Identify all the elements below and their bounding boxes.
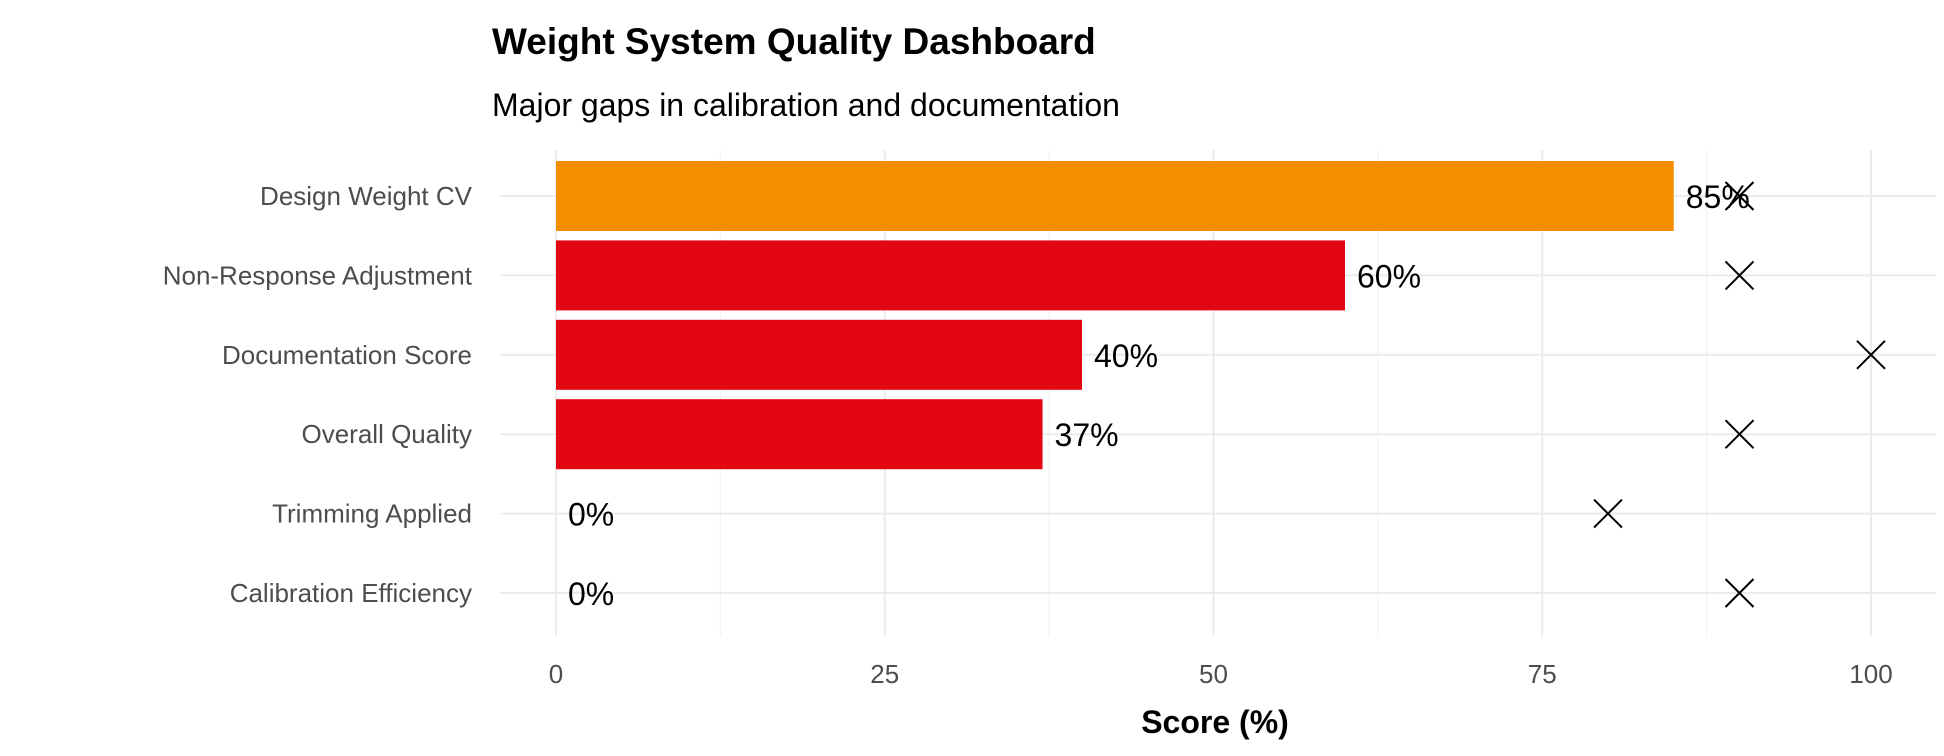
target-marker bbox=[1856, 340, 1886, 370]
x-tick-label: 50 bbox=[1199, 659, 1228, 689]
target-marker bbox=[1724, 419, 1755, 449]
target-markers bbox=[1593, 181, 1886, 608]
bar bbox=[556, 319, 1082, 390]
y-tick-label: Calibration Efficiency bbox=[230, 578, 472, 608]
data-label: 60% bbox=[1357, 258, 1421, 294]
bars bbox=[556, 161, 1674, 470]
data-label: 37% bbox=[1055, 417, 1119, 453]
chart-subtitle: Major gaps in calibration and documentat… bbox=[492, 87, 1120, 123]
x-tick-label: 100 bbox=[1849, 659, 1892, 689]
y-tick-label: Overall Quality bbox=[302, 419, 473, 449]
y-tick-label: Documentation Score bbox=[222, 340, 472, 370]
target-marker bbox=[1724, 578, 1755, 608]
x-tick-label: 0 bbox=[549, 659, 563, 689]
x-axis-label: Score (%) bbox=[1141, 704, 1289, 740]
target-marker bbox=[1724, 260, 1755, 291]
target-marker bbox=[1724, 181, 1755, 211]
target-marker bbox=[1593, 498, 1623, 529]
chart-title: Weight System Quality Dashboard bbox=[492, 21, 1096, 62]
data-label: 40% bbox=[1094, 338, 1158, 374]
data-label: 85% bbox=[1686, 179, 1750, 215]
bar bbox=[556, 399, 1043, 470]
x-tick-label: 75 bbox=[1528, 659, 1557, 689]
y-tick-label: Design Weight CV bbox=[260, 181, 473, 211]
data-label: 0% bbox=[568, 576, 614, 612]
x-tick-label: 25 bbox=[870, 659, 899, 689]
bar bbox=[556, 240, 1345, 311]
y-axis-ticks: Design Weight CV Non-Response Adjustment D… bbox=[163, 181, 473, 608]
x-axis-ticks: 0 25 50 75 100 bbox=[549, 659, 1893, 689]
y-tick-label: Trimming Applied bbox=[272, 499, 472, 529]
y-tick-label: Non-Response Adjustment bbox=[163, 260, 473, 290]
bar bbox=[556, 161, 1674, 231]
data-labels: 85% 60% 40% 37% 0% 0% bbox=[568, 179, 1750, 612]
data-label: 0% bbox=[568, 497, 614, 533]
